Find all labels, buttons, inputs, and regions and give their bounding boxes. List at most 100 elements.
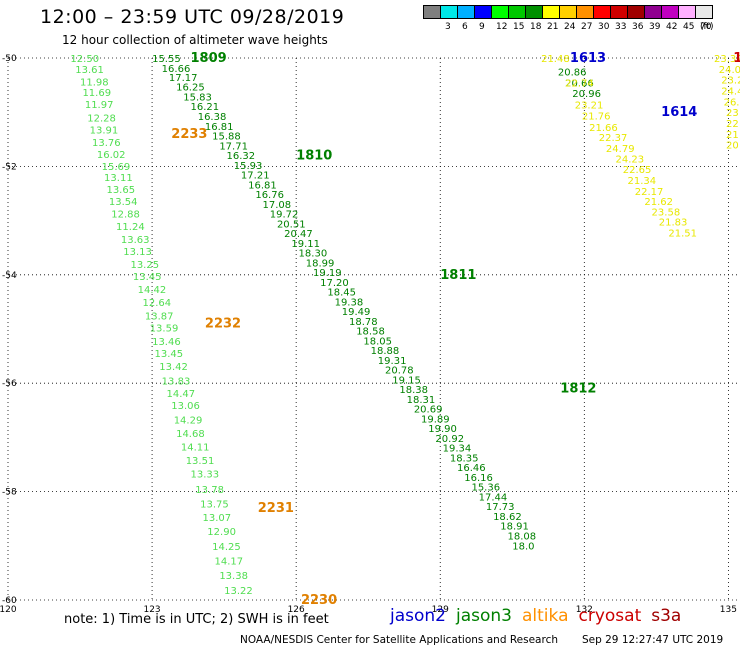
swh-value: 19.11 [291, 239, 320, 250]
swh-value: 13.46 [152, 337, 181, 348]
legend-value: 42 [666, 22, 678, 32]
swh-value: 13.75 [200, 500, 229, 511]
swh-value: 11.69 [82, 88, 111, 99]
swh-value: 24.48 [721, 87, 740, 98]
satellite-s3a: s3a [651, 606, 682, 626]
swh-value: 18.91 [500, 522, 529, 533]
lon-tick-label: 129 [432, 605, 449, 615]
swh-value: 21.66 [589, 123, 618, 134]
swh-value: 13.38 [219, 571, 248, 582]
swh-value: 18.88 [371, 346, 400, 357]
legend-value: 33 [615, 22, 627, 32]
swh-value: 18.38 [399, 385, 428, 396]
swh-value: 13.13 [123, 247, 152, 258]
pass-number-label: 1 [733, 51, 740, 66]
pass-number-label: 1810 [296, 149, 332, 164]
swh-value: 19.31 [378, 356, 407, 367]
swh-value: 18.45 [327, 288, 356, 299]
swh-value: 16.76 [255, 190, 284, 201]
swh-value: 13.06 [171, 401, 200, 412]
legend-value: 24 [564, 22, 576, 32]
map-title: 12:00 – 23:59 UTC 09/28/2019 [40, 6, 345, 28]
swh-value: 13.83 [162, 376, 191, 387]
swh-value: 11.97 [85, 100, 114, 111]
swh-value: 13.61 [75, 65, 104, 76]
swh-value: 18.62 [493, 512, 522, 523]
pass-number-label: 2233 [171, 127, 207, 142]
swh-value: 17.44 [479, 492, 508, 503]
swh-value: 20 [726, 141, 739, 152]
legend-value: 36 [632, 22, 644, 32]
lon-tick-label: 126 [288, 605, 305, 615]
swh-value: 23.26 [721, 76, 740, 87]
pass-number-label: 2231 [258, 501, 294, 516]
swh-value: 16.16 [464, 473, 493, 484]
lat-tick-label: -56 [2, 379, 17, 389]
swh-value: 12.88 [111, 210, 140, 221]
note-text: note: 1) Time is in UTC; 2) SWH is in fe… [64, 612, 329, 627]
swh-value: 21 [726, 130, 739, 141]
legend-value: 3 [445, 22, 451, 32]
color-legend: 3 6 9 12 15 18 21 24 27 30 33 36 39 42 45 70 (ft) [423, 5, 740, 33]
pass-number-label: 2232 [205, 317, 241, 332]
swh-value: 19.72 [270, 210, 299, 221]
swh-value: 14.47 [166, 389, 195, 400]
lat-tick-label: -50 [2, 54, 17, 64]
swh-value: 14.42 [138, 285, 167, 296]
satellite-jason3: jason3 [456, 606, 512, 626]
swh-value: 21.34 [628, 176, 657, 187]
legend-value: 9 [479, 22, 485, 32]
legend-value: 18 [530, 22, 542, 32]
swh-value: 21.62 [644, 197, 673, 208]
swh-value: 13.11 [104, 173, 133, 184]
swh-value: 15.88 [212, 132, 241, 143]
swh-value: 13.51 [186, 456, 215, 467]
swh-value: 13.59 [150, 323, 179, 334]
swh-value: 20.96 [572, 89, 601, 100]
lon-tick-label: 120 [0, 605, 17, 615]
map-subtitle: 12 hour collection of altimeter wave hei… [62, 33, 328, 47]
swh-value: 13.87 [145, 311, 174, 322]
lat-tick-label: -52 [2, 162, 17, 172]
swh-value: 18.58 [356, 327, 385, 338]
swh-value: 20.66 [565, 78, 594, 89]
lon-tick-label: 123 [143, 605, 160, 615]
swh-value: 14.17 [215, 556, 244, 567]
lon-tick-label: 135 [720, 605, 737, 615]
swh-value: 20.78 [385, 366, 414, 377]
pass-number-label: 1811 [440, 268, 476, 283]
swh-value: 19.19 [313, 268, 342, 279]
swh-value: 12.64 [142, 298, 171, 309]
swh-value: 23.58 [652, 207, 681, 218]
satellite-jason2: jason2 [390, 606, 446, 626]
swh-value: 13.22 [224, 586, 253, 597]
legend-value: 70 [700, 22, 712, 32]
swh-value: 20.69 [414, 405, 443, 416]
swh-value: 13.63 [121, 235, 150, 246]
swh-value: 11.24 [116, 222, 145, 233]
swh-value: 24.79 [606, 144, 635, 155]
legend-value: 45 [683, 22, 695, 32]
swh-value: 19.38 [335, 297, 364, 308]
swh-value: 21.48 [541, 54, 570, 65]
swh-value: 20.92 [435, 434, 464, 445]
swh-value: 19.15 [392, 375, 421, 386]
swh-value: 16.25 [176, 83, 205, 94]
swh-value: 18.78 [349, 317, 378, 328]
swh-value: 13.78 [195, 485, 224, 496]
swh-value: 18.0 [512, 541, 534, 552]
swh-value: 15.69 [102, 162, 131, 173]
swh-value: 14.68 [176, 429, 205, 440]
legend-value: 27 [581, 22, 593, 32]
swh-value: 17.71 [219, 141, 248, 152]
swh-value: 16.02 [97, 150, 126, 161]
swh-value: 16.21 [191, 102, 220, 113]
satellite-cryosat: cryosat [578, 606, 642, 626]
credit-text: NOAA/NESDIS Center for Satellite Applica… [240, 634, 558, 646]
swh-value: 13.91 [90, 126, 119, 137]
swh-value: 22.37 [599, 133, 628, 144]
legend-swatch [695, 5, 713, 19]
swh-value: 17.73 [486, 502, 515, 513]
swh-value: 23 [726, 108, 739, 119]
swh-value: 16.32 [227, 151, 256, 162]
